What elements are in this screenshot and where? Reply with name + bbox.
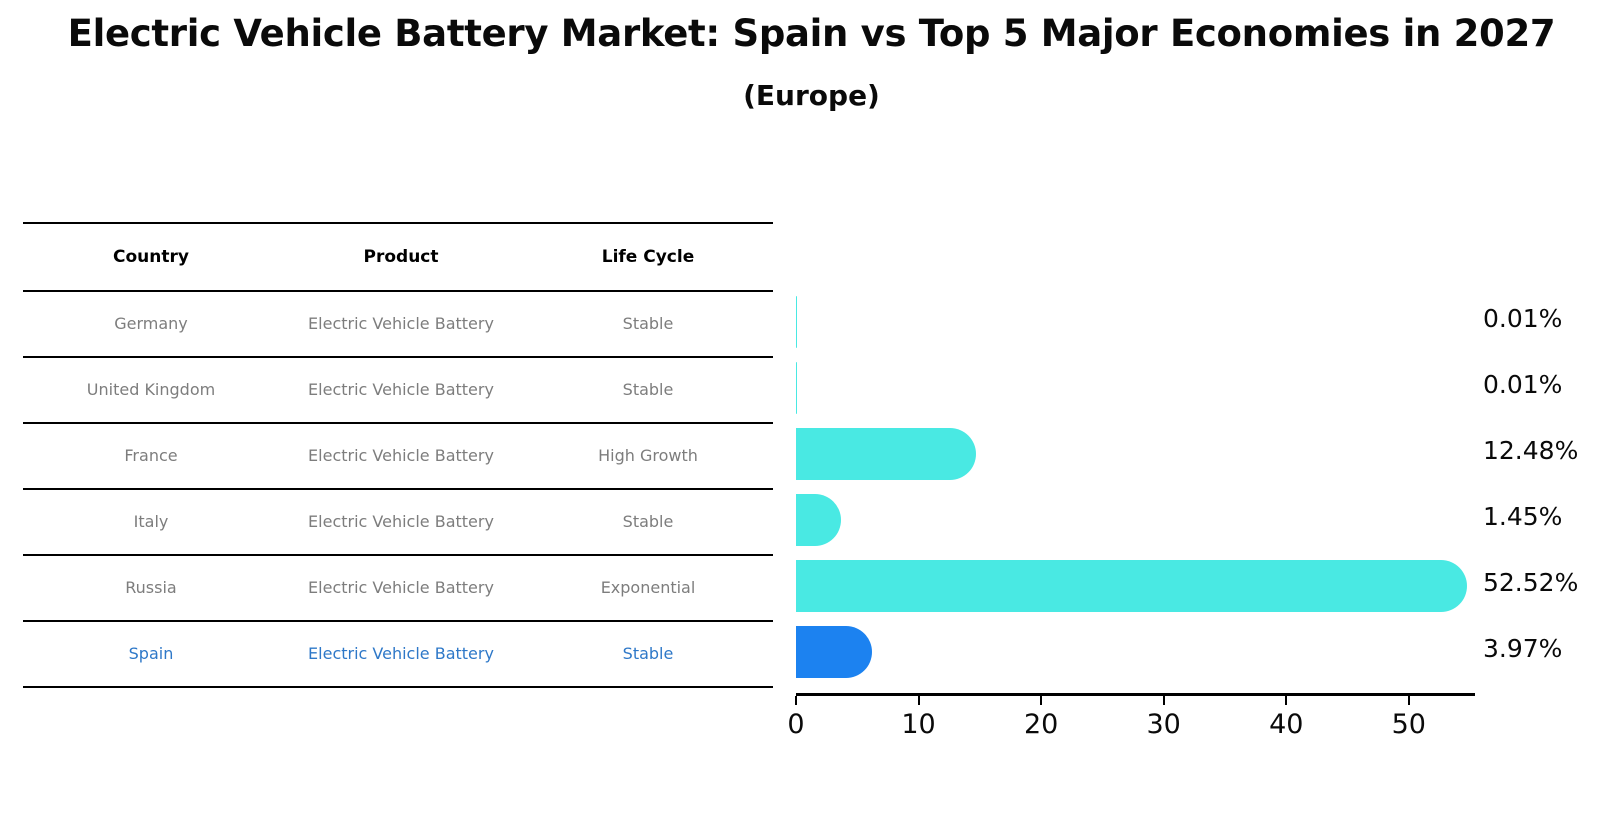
table-row-france: France Electric Vehicle Battery High Growt… bbox=[23, 424, 773, 490]
x-tick-20 bbox=[1040, 696, 1043, 705]
cell-product-france: Electric Vehicle Battery bbox=[308, 446, 494, 466]
cell-country-germany: Germany bbox=[114, 314, 188, 334]
country-table: Country Product Life Cycle Germany Electric … bbox=[23, 222, 773, 688]
x-tick-label-20: 20 bbox=[1023, 709, 1059, 740]
cell-life-cycle-france: High Growth bbox=[598, 446, 698, 466]
x-tick-50 bbox=[1407, 696, 1410, 705]
cell-country-spain: Spain bbox=[128, 644, 174, 664]
x-tick-label-40: 40 bbox=[1269, 709, 1304, 740]
x-tick-label-50: 50 bbox=[1391, 709, 1426, 740]
x-tick-40 bbox=[1285, 696, 1288, 705]
chart-title: Electric Vehicle Battery Market: Spain v… bbox=[67, 12, 1556, 55]
cell-life-cycle-russia: Exponential bbox=[600, 578, 696, 598]
table-row-russia: Russia Electric Vehicle Battery Exponentia… bbox=[23, 556, 773, 622]
cell-country-italy: Italy bbox=[133, 512, 169, 532]
column-header-country: Country bbox=[113, 246, 189, 267]
cell-life-cycle-united-kingdom: Stable bbox=[622, 380, 674, 400]
value-label-italy: 1.45% bbox=[1483, 502, 1563, 531]
cell-country-united-kingdom: United Kingdom bbox=[86, 380, 216, 400]
value-label-france: 12.48% bbox=[1483, 436, 1579, 465]
cell-country-france: France bbox=[124, 446, 178, 466]
column-header-life-cycle: Life Cycle bbox=[601, 246, 695, 267]
x-tick-label-0: 0 bbox=[787, 709, 805, 740]
cell-product-germany: Electric Vehicle Battery bbox=[308, 314, 494, 334]
x-tick-30 bbox=[1162, 696, 1165, 705]
bar-italy bbox=[796, 494, 841, 546]
bar-russia bbox=[796, 560, 1467, 612]
bar-spain bbox=[796, 626, 872, 678]
chart-subtitle: (Europe) bbox=[743, 79, 880, 112]
value-label-germany: 0.01% bbox=[1483, 304, 1563, 333]
table-row-united-kingdom: United Kingdom Electric Vehicle Battery St… bbox=[23, 358, 773, 424]
value-label-spain: 3.97% bbox=[1483, 634, 1563, 663]
cell-product-united-kingdom: Electric Vehicle Battery bbox=[308, 380, 494, 400]
cell-product-italy: Electric Vehicle Battery bbox=[308, 512, 494, 532]
cell-life-cycle-spain: Stable bbox=[622, 644, 674, 664]
value-label-united-kingdom: 0.01% bbox=[1483, 370, 1563, 399]
cell-country-russia: Russia bbox=[125, 578, 177, 598]
x-tick-0 bbox=[795, 696, 797, 705]
x-tick-10 bbox=[917, 696, 920, 705]
cell-life-cycle-italy: Stable bbox=[622, 512, 674, 532]
table-row-spain: Spain Electric Vehicle Battery Stable bbox=[23, 622, 773, 688]
value-label-russia: 52.52% bbox=[1483, 568, 1579, 597]
cell-product-spain: Electric Vehicle Battery bbox=[308, 644, 494, 664]
x-tick-label-30: 30 bbox=[1146, 709, 1181, 740]
cell-product-russia: Electric Vehicle Battery bbox=[308, 578, 494, 598]
x-tick-label-10: 10 bbox=[901, 709, 936, 740]
bar-france bbox=[796, 428, 976, 480]
x-axis-line bbox=[796, 693, 1475, 696]
table-header-row: Country Product Life Cycle bbox=[23, 222, 773, 292]
table-row-germany: Germany Electric Vehicle Battery Stable bbox=[23, 292, 773, 358]
table-row-italy: Italy Electric Vehicle Battery Stable bbox=[23, 490, 773, 556]
cell-life-cycle-germany: Stable bbox=[622, 314, 674, 334]
column-header-product: Product bbox=[363, 246, 439, 267]
